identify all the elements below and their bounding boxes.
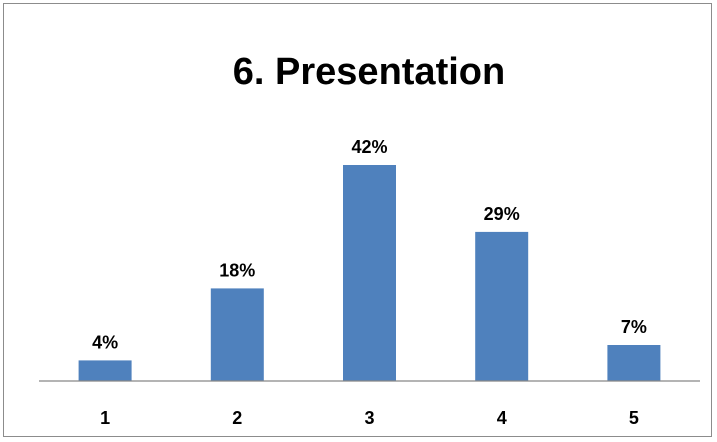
x-tick-label-5: 5 bbox=[629, 408, 639, 428]
data-label-1: 4% bbox=[92, 332, 118, 352]
x-tick-labels: 1 2 3 4 5 bbox=[100, 408, 639, 428]
bar-4 bbox=[475, 231, 529, 381]
x-tick-label-4: 4 bbox=[497, 408, 507, 428]
data-label-3: 42% bbox=[351, 137, 387, 157]
x-tick-label-3: 3 bbox=[364, 408, 374, 428]
bar-5 bbox=[607, 345, 661, 381]
data-label-5: 7% bbox=[621, 317, 647, 337]
bar-2 bbox=[210, 288, 264, 381]
bar-3 bbox=[343, 165, 396, 381]
x-tick-label-1: 1 bbox=[100, 408, 110, 428]
bar-1 bbox=[78, 360, 132, 381]
data-label-4: 29% bbox=[484, 204, 520, 224]
data-label-2: 18% bbox=[219, 260, 255, 280]
chart-title: 6. Presentation bbox=[233, 51, 505, 93]
bars-group bbox=[78, 165, 661, 381]
x-tick-label-2: 2 bbox=[232, 408, 242, 428]
data-labels-group: 4% 18% 42% 29% 7% bbox=[92, 137, 647, 352]
